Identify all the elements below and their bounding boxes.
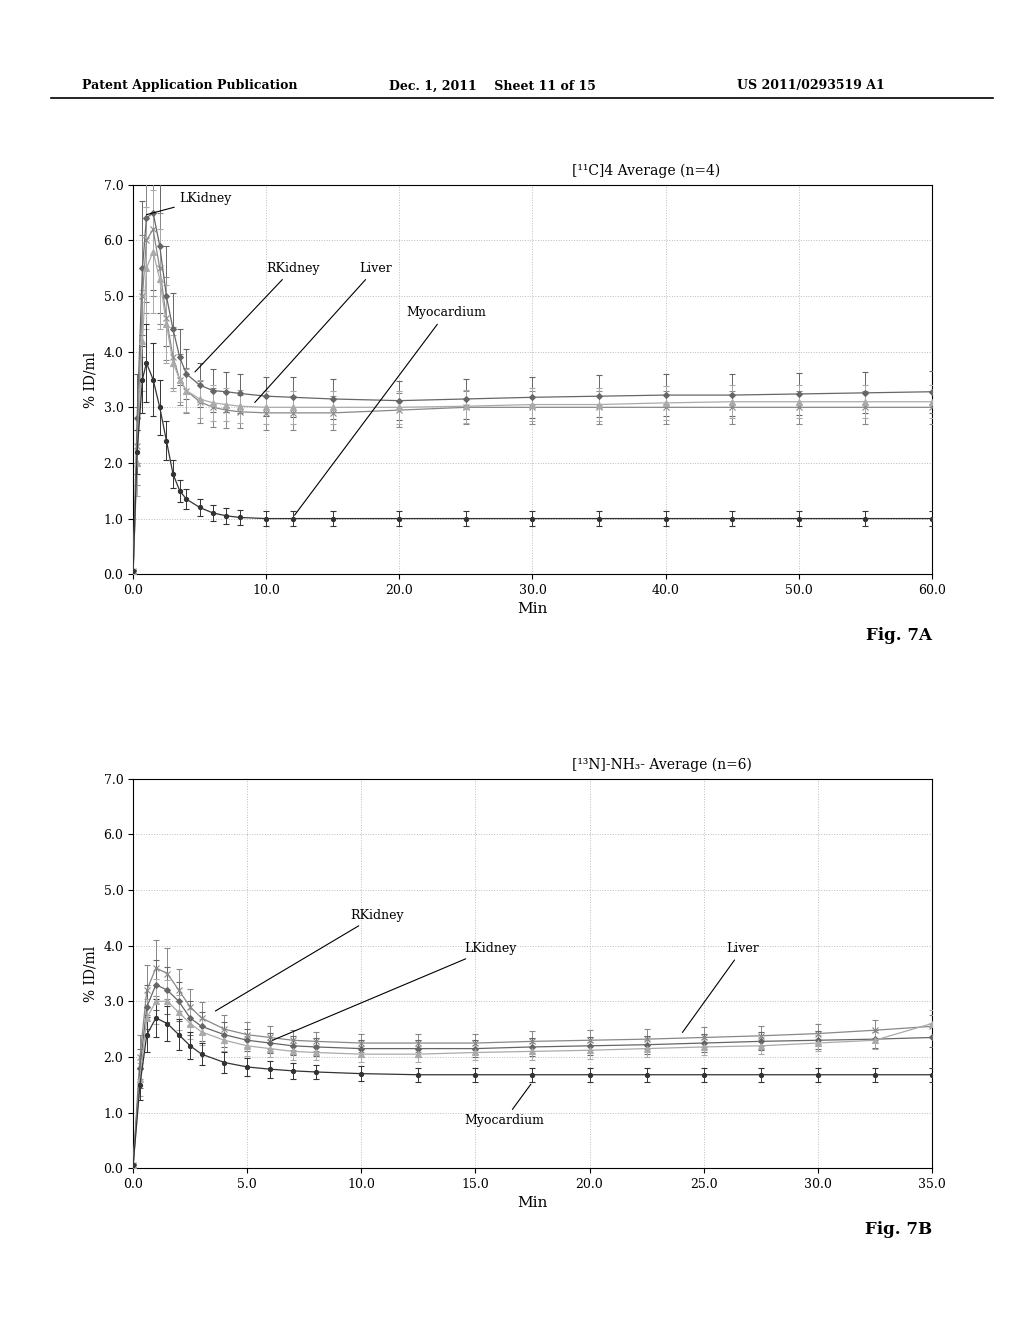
Text: LKidney: LKidney — [272, 942, 516, 1040]
Text: Dec. 1, 2011    Sheet 11 of 15: Dec. 1, 2011 Sheet 11 of 15 — [389, 79, 596, 92]
Text: Myocardium: Myocardium — [464, 1084, 544, 1127]
X-axis label: Min: Min — [517, 602, 548, 616]
Text: LKidney: LKidney — [146, 193, 232, 215]
Y-axis label: % ID/ml: % ID/ml — [84, 351, 98, 408]
Text: RKidney: RKidney — [195, 261, 319, 372]
Text: Patent Application Publication: Patent Application Publication — [82, 79, 297, 92]
Text: [¹¹C]4 Average (n=4): [¹¹C]4 Average (n=4) — [572, 164, 721, 178]
Text: RKidney: RKidney — [215, 908, 403, 1011]
Text: Myocardium: Myocardium — [295, 306, 486, 515]
Text: Liver: Liver — [255, 261, 392, 403]
Text: US 2011/0293519 A1: US 2011/0293519 A1 — [737, 79, 885, 92]
X-axis label: Min: Min — [517, 1196, 548, 1210]
Text: Fig. 7A: Fig. 7A — [866, 627, 932, 644]
Text: Liver: Liver — [682, 942, 759, 1032]
Text: [¹³N]-NH₃- Average (n=6): [¹³N]-NH₃- Average (n=6) — [572, 758, 753, 772]
Y-axis label: % ID/ml: % ID/ml — [84, 945, 98, 1002]
Text: Fig. 7B: Fig. 7B — [864, 1221, 932, 1238]
